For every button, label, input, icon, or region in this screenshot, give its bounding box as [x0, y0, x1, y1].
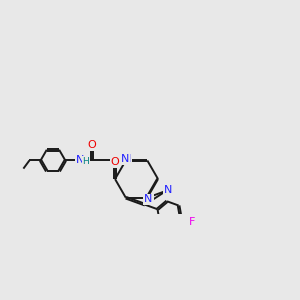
- Text: F: F: [189, 217, 196, 227]
- Text: N: N: [120, 154, 129, 164]
- Text: O: O: [88, 140, 96, 150]
- Text: N: N: [76, 155, 85, 166]
- Text: N: N: [164, 185, 172, 195]
- Text: N: N: [123, 154, 131, 164]
- Text: O: O: [111, 157, 119, 167]
- Text: H: H: [82, 157, 89, 166]
- Text: N: N: [144, 194, 153, 205]
